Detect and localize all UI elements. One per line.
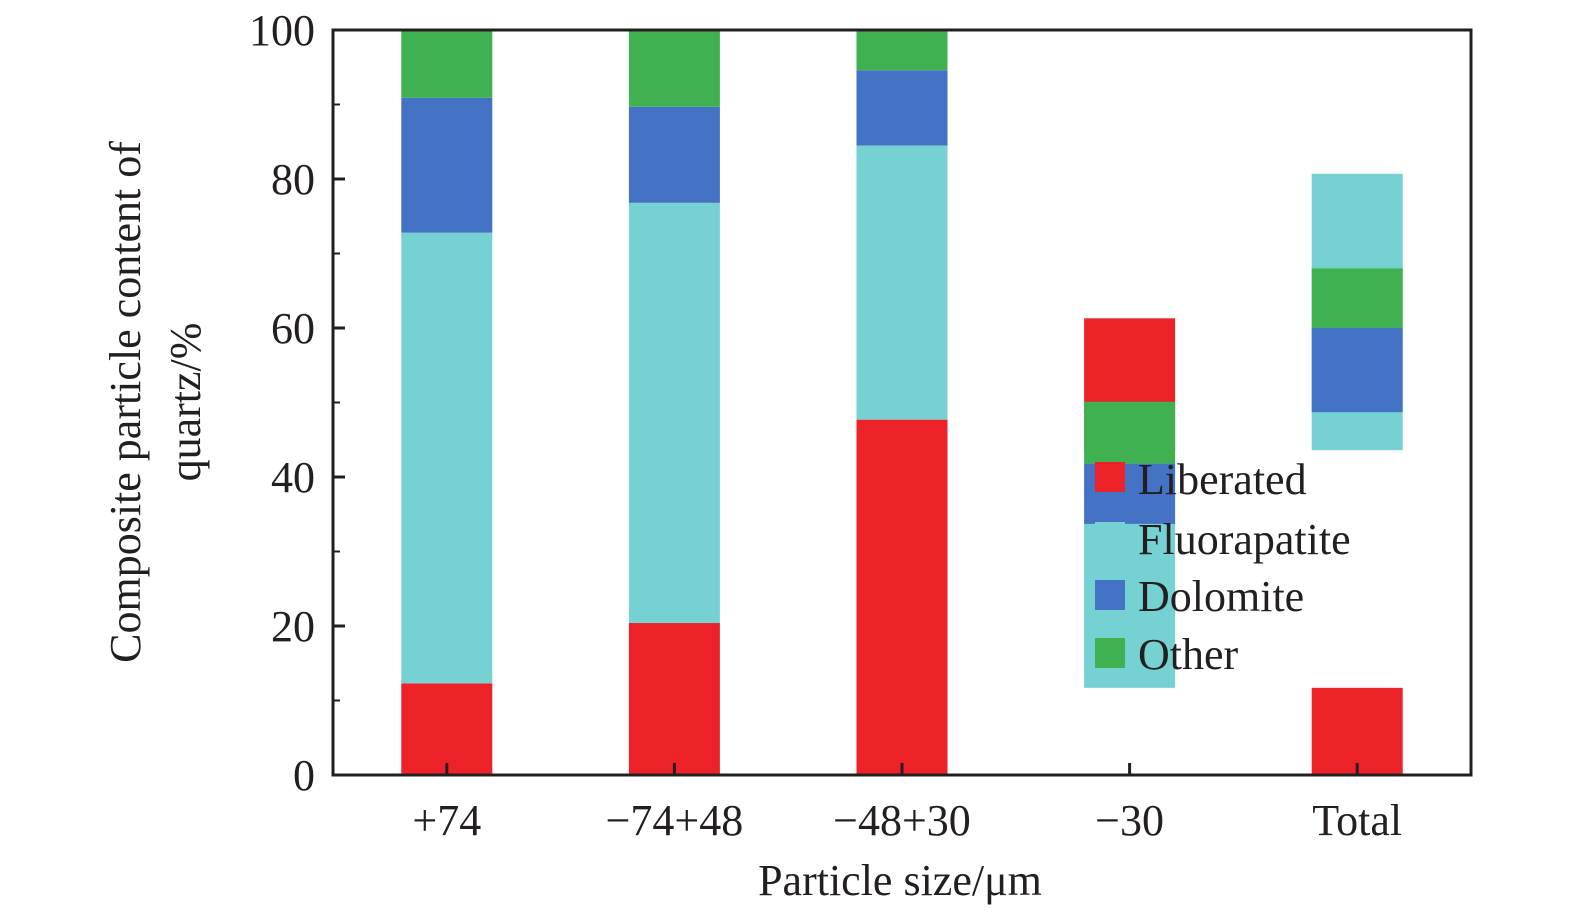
bar-liberated-2	[628, 623, 720, 775]
bar-other-2	[628, 30, 720, 107]
bar-fluorapatite-2	[628, 202, 720, 624]
legend-label-liberated: Liberated	[1138, 455, 1307, 504]
y-tick-label-20: 20	[271, 602, 315, 651]
bar-fluorapatite-3	[856, 145, 948, 420]
y-axis-label-line-1: Composite particle content of	[101, 141, 150, 663]
legend-swatch-dolomite	[1095, 580, 1125, 610]
x-tick-label-4: −30	[1095, 796, 1164, 845]
y-tick-label-80: 80	[271, 155, 315, 204]
y-tick-label-100: 100	[249, 6, 315, 55]
legend-label-fluorapatite: Fluorapatite	[1138, 515, 1351, 564]
bar-dolomite-3	[856, 70, 948, 146]
x-tick-label-5: Total	[1312, 796, 1402, 845]
bar-dolomite-1	[401, 97, 493, 233]
category-labels: +74 −74+48 −48+30 −30 Total	[412, 796, 1402, 845]
x-tick-label-3: −48+30	[833, 796, 971, 845]
x-tick-label-1: +74	[412, 796, 481, 845]
bar-dolomite-2	[628, 106, 720, 203]
y-tick-label-0: 0	[293, 751, 315, 800]
bar-liberated-1	[401, 683, 493, 775]
bar-other-4	[1084, 401, 1176, 464]
legend-swatch-liberated	[1095, 462, 1125, 492]
bars-layer	[401, 30, 1403, 775]
bar-fluorapatite-1	[401, 232, 493, 684]
bar-liberated-5	[1311, 687, 1403, 775]
y-tick-label-60: 60	[271, 304, 315, 353]
legend-swatch-other	[1095, 638, 1125, 668]
y-tick-label-40: 40	[271, 453, 315, 502]
bar-dolomite-5	[1311, 328, 1403, 413]
bar-other-5	[1311, 268, 1403, 328]
legend-label-dolomite: Dolomite	[1138, 572, 1304, 621]
legend: Liberated Fluorapatite Dolomite Other	[1095, 455, 1351, 679]
bar-other-3	[856, 30, 948, 71]
legend-swatch-fluorapatite	[1095, 522, 1125, 552]
x-axis-label: Particle size/μm	[758, 856, 1042, 905]
bar-liberated-3	[856, 419, 948, 775]
legend-label-other: Other	[1138, 630, 1239, 679]
x-tick-label-2: −74+48	[606, 796, 744, 845]
ticks-layer: 0 20 40 60 80 100	[249, 6, 1359, 800]
bar-other-1	[401, 30, 493, 98]
y-axis-label-line-2: quartz/%	[161, 323, 210, 482]
